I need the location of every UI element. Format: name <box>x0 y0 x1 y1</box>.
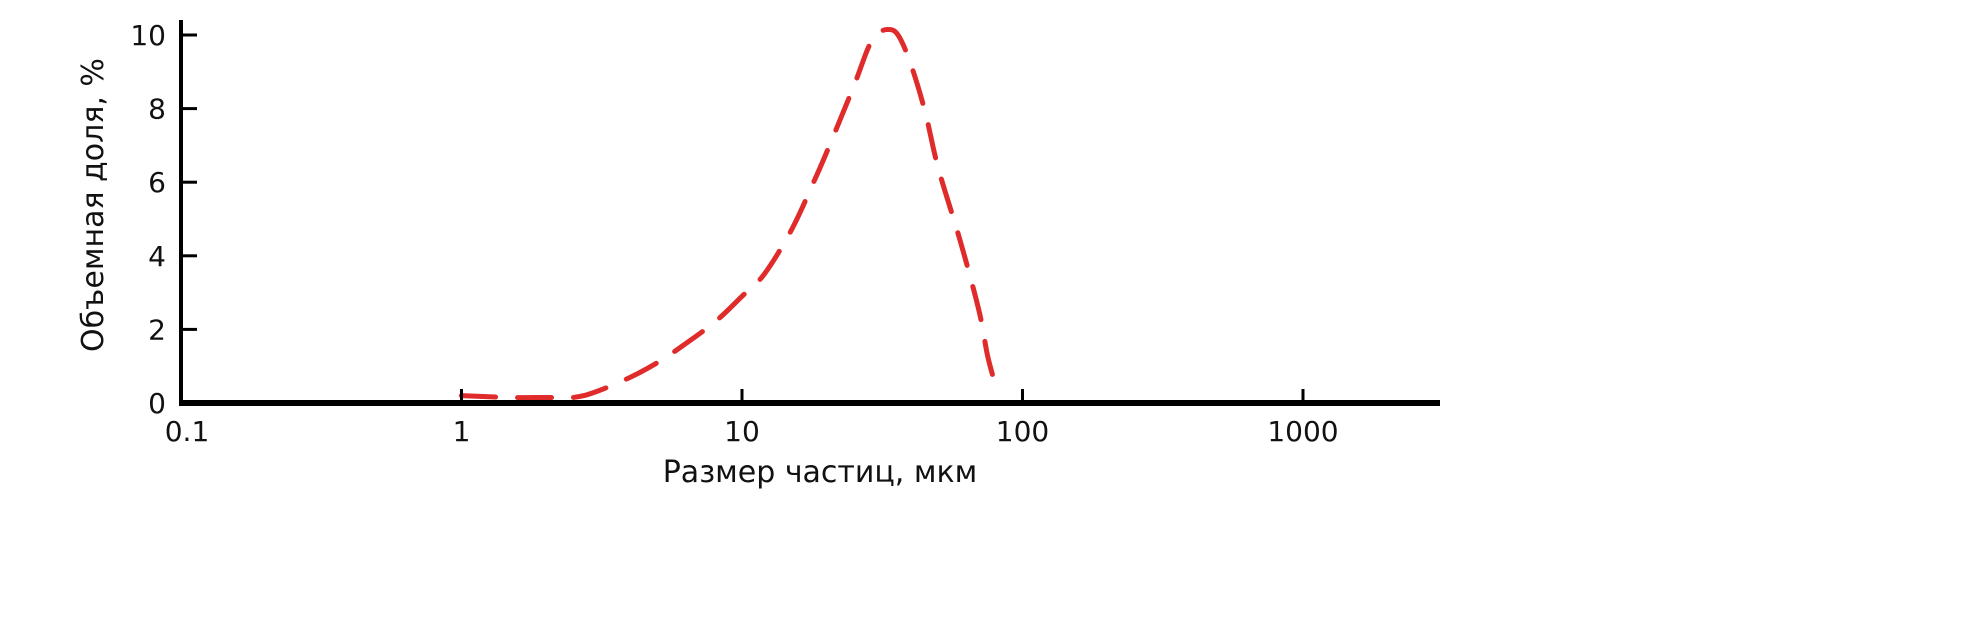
y-tick-label: 2 <box>148 313 166 346</box>
series-line <box>459 26 998 401</box>
x-tick-label: 100 <box>996 415 1049 448</box>
series-layer <box>459 26 998 401</box>
y-tick-label: 10 <box>130 19 166 52</box>
x-tick-label: 10 <box>724 415 760 448</box>
y-tick-label: 6 <box>148 166 166 199</box>
y-axis-label: Объемная доля, % <box>76 58 111 352</box>
x-tick-label: 1 <box>453 415 471 448</box>
x-tick-label: 0.1 <box>165 415 210 448</box>
y-tick-label: 8 <box>148 93 166 126</box>
y-tick-label: 4 <box>148 240 166 273</box>
x-tick-label: 1000 <box>1267 415 1338 448</box>
y-tick-label: 0 <box>148 387 166 420</box>
x-axis-label: Размер частиц, мкм <box>663 455 978 490</box>
axes: 0 2 4 6 8 10 0.1 1 10 100 1000 <box>130 19 1440 448</box>
